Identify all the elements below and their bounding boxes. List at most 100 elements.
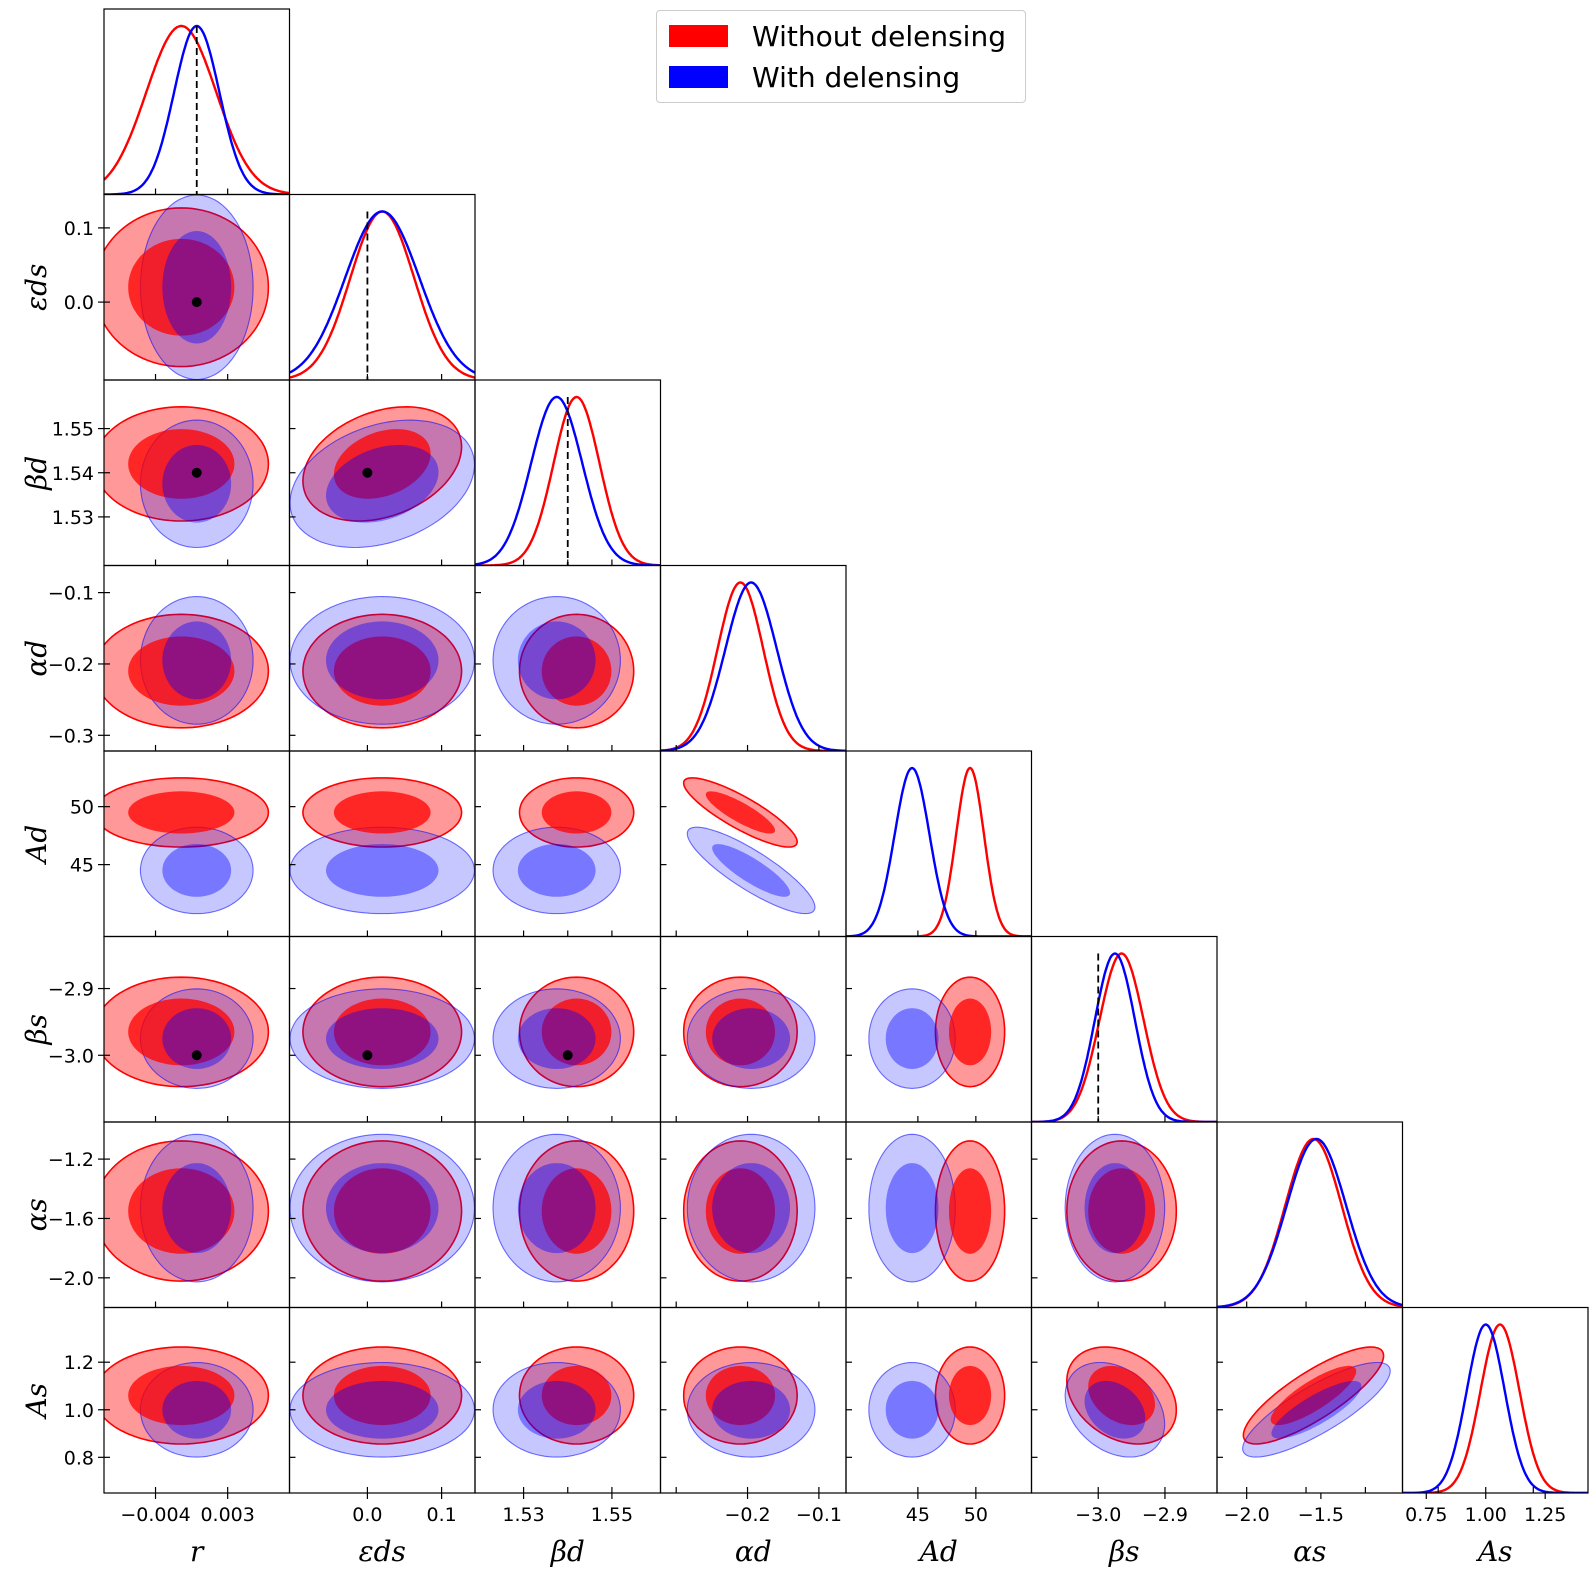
contour-68-without: [128, 429, 235, 499]
contour-68-without: [128, 791, 235, 834]
y-axis-label-betas: βs: [20, 1014, 53, 1046]
panel-As-vs-eds: [289, 1346, 475, 1458]
contour-68-with: [712, 1163, 791, 1254]
x-tick-label-betad: 1.55: [591, 1504, 633, 1526]
contour-68-with: [1084, 1380, 1146, 1439]
panel-alphas-vs-Ad: [868, 1133, 1006, 1283]
panel-Ad-vs-betad: [492, 777, 635, 915]
truth-point: [191, 1050, 202, 1061]
y-tick-label-Ad: 45: [70, 855, 94, 877]
contour-68-with: [162, 1008, 232, 1069]
panel-1d-r: [104, 24, 290, 195]
panel-frame: [1216, 1121, 1404, 1309]
contour-68-with: [162, 231, 232, 344]
contour-68-without: [128, 998, 235, 1066]
truth-point: [191, 467, 202, 478]
panel-alphas-vs-betas: [1064, 1133, 1178, 1283]
panel-1d-alphad: [660, 581, 846, 751]
y-axis-label-alphad: αd: [20, 640, 53, 677]
contour-68-without: [705, 1365, 775, 1426]
contour-68-with: [885, 1008, 939, 1069]
y-tick-label-alphad: −0.2: [48, 654, 94, 676]
panel-eds-vs-r: [104, 194, 270, 380]
x-tick-label-betad: 1.53: [502, 1504, 544, 1526]
truth-point: [362, 467, 373, 478]
y-tick-label-As: 1.2: [64, 1352, 94, 1374]
contour-68-with: [885, 1163, 939, 1254]
panel-1d-eds: [289, 210, 475, 380]
panel-frame: [1401, 1306, 1589, 1494]
x-tick-label-eds: 0.1: [427, 1504, 457, 1526]
density-with: [1402, 1323, 1588, 1493]
density-without: [289, 210, 475, 379]
x-tick-label-As: 1.00: [1465, 1504, 1507, 1526]
contour-68-with: [517, 621, 596, 700]
contour-68-with: [162, 444, 232, 523]
x-tick-label-betas: −3.0: [1075, 1504, 1121, 1526]
panel-frame: [845, 750, 1033, 938]
y-tick-label-betas: −3.0: [48, 1045, 94, 1067]
contour-68-with: [326, 844, 439, 897]
contour-68-with: [326, 445, 439, 523]
panel-frame: [1030, 935, 1218, 1123]
panel-betas-vs-alphad: [682, 976, 816, 1089]
contour-68-with: [712, 1380, 791, 1439]
y-axis-label-As: As: [20, 1383, 53, 1421]
x-axis-label-Ad: Ad: [917, 1535, 958, 1568]
x-tick-label-r: −0.004: [120, 1504, 190, 1526]
panel-frame: [659, 564, 847, 752]
contour-68-without: [128, 636, 235, 706]
density-with: [1217, 1137, 1403, 1308]
truth-point: [191, 297, 202, 308]
y-tick-label-betad: 1.55: [52, 419, 94, 441]
contour-68-with: [885, 1380, 939, 1439]
contour-95-with: [492, 826, 621, 915]
contour-68-without: [541, 1168, 612, 1254]
legend-swatch-with: [669, 66, 728, 88]
contour-68-without: [333, 1168, 431, 1254]
panel-betad-vs-r: [104, 405, 270, 549]
panel-betas-vs-eds: [289, 976, 475, 1089]
y-tick-label-alphas: −1.6: [48, 1208, 94, 1230]
legend: Without delensing With delensing: [656, 10, 1026, 103]
contour-68-without: [333, 429, 431, 499]
y-tick-label-betas: −2.9: [48, 979, 94, 1001]
x-tick-label-Ad: 50: [964, 1504, 988, 1526]
panel-Ad-vs-r: [104, 777, 270, 915]
contour-68-without: [949, 1365, 992, 1426]
x-tick-label-alphad: −0.2: [724, 1504, 770, 1526]
y-axis-label-Ad: Ad: [20, 825, 53, 866]
contour-68-without: [541, 1365, 612, 1426]
y-tick-label-Ad: 50: [70, 797, 94, 819]
contour-95-with: [868, 988, 956, 1089]
x-tick-label-alphad: −0.1: [796, 1504, 842, 1526]
panel-alphad-vs-r: [104, 595, 270, 729]
density-without: [846, 766, 1032, 937]
contour-68-with: [517, 1163, 596, 1254]
contour-68-without: [333, 791, 431, 834]
panel-betas-vs-betad: [492, 976, 635, 1089]
x-tick-label-r: 0.003: [200, 1504, 254, 1526]
contour-68-with: [162, 1163, 232, 1254]
truth-point: [362, 1050, 373, 1061]
x-axis-label-alphas: αs: [1293, 1535, 1326, 1568]
x-axis-label-eds: εds: [359, 1535, 406, 1568]
x-axis-label-betas: βs: [1108, 1535, 1140, 1568]
contour-68-without: [705, 998, 775, 1066]
panel-alphas-vs-betad: [492, 1133, 635, 1283]
x-tick-label-As: 1.25: [1524, 1504, 1566, 1526]
density-without: [660, 581, 846, 751]
panel-Ad-vs-alphad: [682, 777, 816, 915]
y-tick-label-betad: 1.53: [52, 507, 94, 529]
x-tick-label-alphas: −2.0: [1224, 1504, 1270, 1526]
panel-alphad-vs-betad: [492, 595, 635, 729]
y-tick-label-alphas: −2.0: [48, 1268, 94, 1290]
legend-swatch-without: [669, 25, 728, 47]
panel-betas-vs-r: [104, 976, 270, 1089]
y-tick-label-alphad: −0.3: [48, 725, 94, 747]
panel-1d-alphas: [1217, 1137, 1403, 1308]
panel-1d-As: [1402, 1323, 1588, 1493]
contour-68-with: [517, 1380, 596, 1439]
contour-68-without: [541, 791, 612, 834]
y-axis-label-betad: βd: [20, 456, 53, 491]
